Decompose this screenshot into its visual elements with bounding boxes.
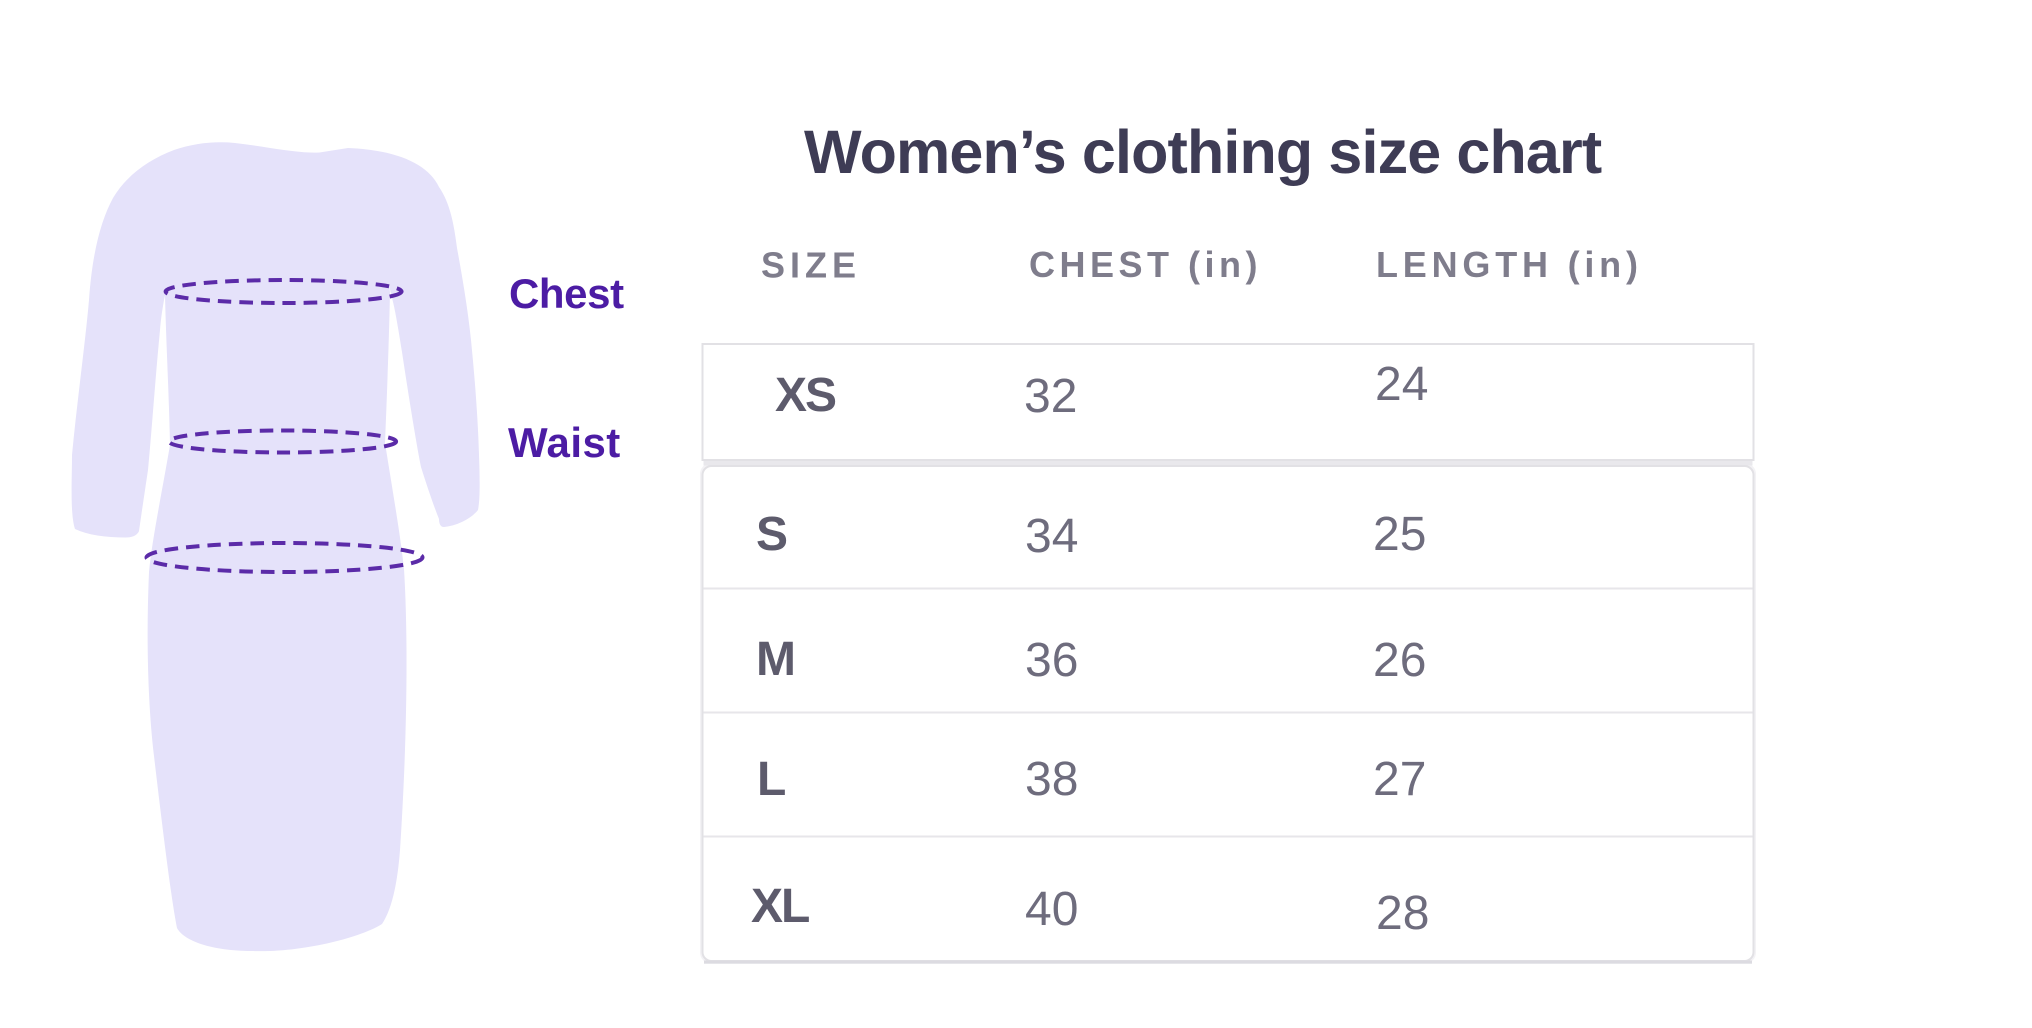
- svg-text:LENGTH (in): LENGTH (in): [1376, 244, 1643, 285]
- svg-text:XL: XL: [751, 880, 809, 933]
- svg-text:26: 26: [1373, 634, 1426, 687]
- svg-text:Chest: Chest: [509, 270, 624, 317]
- svg-text:34: 34: [1025, 510, 1078, 563]
- svg-text:Waist: Waist: [508, 419, 621, 466]
- svg-text:L: L: [757, 753, 785, 806]
- svg-text:38: 38: [1025, 753, 1078, 806]
- svg-text:32: 32: [1024, 370, 1077, 423]
- svg-text:Women’s clothing size chart: Women’s clothing size chart: [804, 118, 1602, 186]
- svg-text:SIZE: SIZE: [761, 245, 861, 286]
- svg-text:36: 36: [1025, 634, 1078, 687]
- svg-text:CHEST (in): CHEST (in): [1029, 244, 1262, 285]
- svg-text:28: 28: [1376, 887, 1429, 940]
- svg-text:XS: XS: [775, 369, 836, 422]
- svg-text:S: S: [756, 508, 787, 561]
- svg-text:24: 24: [1375, 358, 1428, 411]
- svg-text:40: 40: [1025, 883, 1078, 936]
- svg-text:M: M: [756, 633, 794, 686]
- svg-text:27: 27: [1373, 753, 1426, 806]
- svg-text:25: 25: [1373, 508, 1426, 561]
